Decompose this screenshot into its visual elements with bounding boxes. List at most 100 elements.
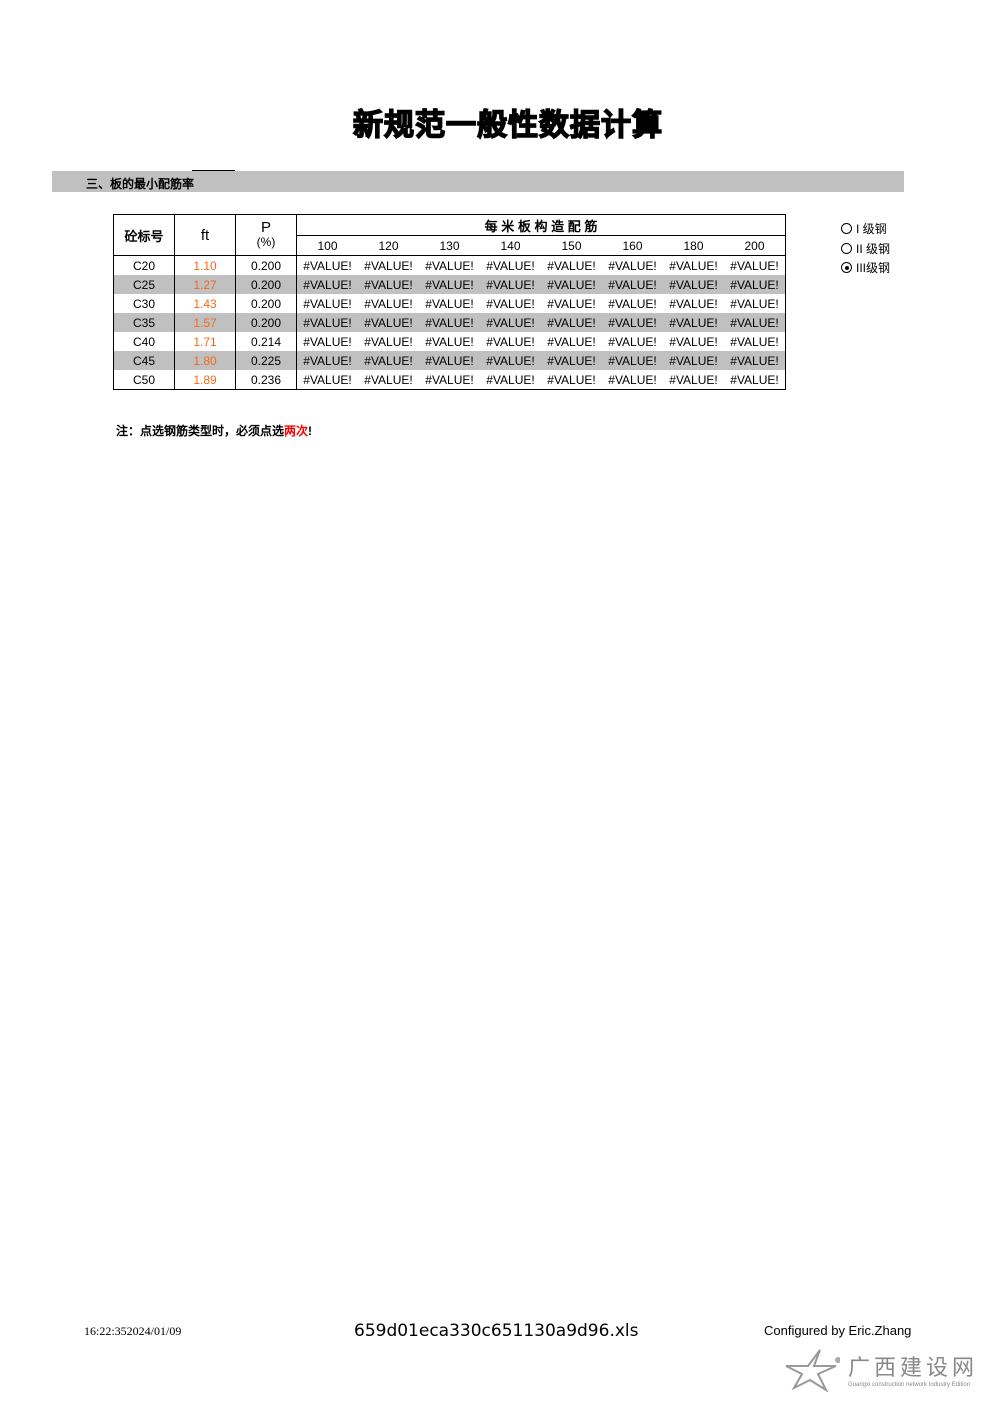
value-cell: #VALUE! [602, 275, 663, 294]
header-ft: ft [174, 214, 236, 256]
table-row: C25 1.27 0.200 #VALUE! #VALUE! #VALUE! #VALUE!… [113, 275, 786, 294]
ft-cell: 1.10 [174, 255, 236, 275]
value-cell: #VALUE! [541, 275, 602, 294]
value-cell: #VALUE! [425, 258, 474, 273]
ft-cell: 1.57 [174, 313, 236, 332]
value-cell: #VALUE! [486, 296, 535, 311]
value-cell: #VALUE! [724, 255, 786, 275]
note-text: 注：点选钢筋类型时，必须点选 [116, 424, 285, 438]
value-cell: #VALUE! [419, 313, 480, 332]
section-title: 三、板的最小配筋率 [86, 177, 195, 191]
timestamp: 16:22:352024/01/09 [84, 1324, 182, 1338]
p-cell: 0.200 [235, 275, 297, 294]
p-cell: 0.225 [235, 351, 297, 370]
value-cell: #VALUE! [296, 332, 358, 351]
header-spacing: 200 [724, 235, 786, 256]
radio-icon[interactable] [841, 262, 852, 273]
value-cell: #VALUE! [358, 313, 419, 332]
table-row: C45 1.80 0.225 #VALUE! #VALUE! #VALUE! #VALUE!… [113, 351, 786, 370]
value-cell: #VALUE! [480, 351, 541, 370]
note-suffix: ! [308, 424, 313, 438]
reinforcement-table: 砼标号 ft P (%) 每 米 板 构 造 配 筋 100 120 130 140 15… [113, 214, 786, 390]
table-row: C50 1.89 0.236 #VALUE! #VALUE! #VALUE! #VALUE!… [113, 370, 786, 390]
value-cell: #VALUE! [663, 275, 724, 294]
value-cell: #VALUE! [296, 351, 358, 370]
header-spacing: 120 [358, 235, 419, 256]
logo-name: 广西建设网 [848, 1356, 979, 1381]
p-cell: 0.200 [235, 313, 297, 332]
note-highlight: 两次 [284, 424, 309, 438]
ft-cell: 1.80 [174, 351, 236, 370]
steel-radio-option[interactable]: III级钢 [841, 259, 890, 276]
value-cell: #VALUE! [669, 258, 718, 273]
section-header: 三、板的最小配筋率 [52, 171, 904, 192]
value-cell: #VALUE! [724, 351, 786, 370]
value-cell: #VALUE! [296, 313, 358, 332]
value-cell: #VALUE! [425, 296, 474, 311]
credit: Configured by Eric.Zhang [764, 1323, 912, 1338]
header-spacing: 150 [541, 235, 602, 256]
value-cell: #VALUE! [608, 258, 657, 273]
header-grade: 砼标号 [113, 214, 175, 256]
p-cell: 0.200 [235, 255, 297, 275]
star-logo-icon [785, 1349, 840, 1392]
value-cell: #VALUE! [669, 334, 718, 349]
radio-label: III级钢 [856, 261, 891, 275]
grade-cell: C30 [113, 294, 175, 313]
value-cell: #VALUE! [602, 351, 663, 370]
grade-cell: C25 [113, 275, 175, 294]
value-cell: #VALUE! [547, 258, 596, 273]
grade-cell: C40 [113, 332, 175, 351]
value-cell: #VALUE! [724, 332, 786, 351]
value-cell: #VALUE! [419, 351, 480, 370]
header-group: 每 米 板 构 造 配 筋 [296, 214, 786, 236]
radio-label: I 级钢 [856, 222, 887, 236]
value-cell: #VALUE! [663, 313, 724, 332]
header-spacing: 100 [296, 235, 358, 256]
radio-icon[interactable] [841, 223, 852, 234]
value-cell: #VALUE! [296, 255, 358, 275]
value-cell: #VALUE! [724, 294, 786, 313]
value-cell: #VALUE! [669, 372, 718, 387]
value-cell: #VALUE! [425, 372, 474, 387]
table-row: C40 1.71 0.214 #VALUE! #VALUE! #VALUE! #VALUE!… [113, 332, 786, 351]
value-cell: #VALUE! [480, 275, 541, 294]
steel-radio-option[interactable]: I 级钢 [841, 220, 887, 237]
p-cell: 0.214 [235, 332, 297, 351]
value-cell: #VALUE! [358, 275, 419, 294]
value-cell: #VALUE! [663, 351, 724, 370]
table-row: C20 1.10 0.200 #VALUE! #VALUE! #VALUE! #VALUE!… [113, 255, 786, 275]
steel-radio-option[interactable]: II 级钢 [841, 240, 890, 257]
value-cell: #VALUE! [724, 275, 786, 294]
header-spacing: 130 [419, 235, 480, 256]
ft-cell: 1.27 [174, 275, 236, 294]
header-p-unit: (%) [256, 235, 276, 249]
value-cell: #VALUE! [608, 372, 657, 387]
grade-cell: C35 [113, 313, 175, 332]
table-row: C35 1.57 0.200 #VALUE! #VALUE! #VALUE! #VALUE!… [113, 313, 786, 332]
note: 注：点选钢筋类型时，必须点选两次! [116, 422, 312, 439]
value-cell: #VALUE! [547, 372, 596, 387]
value-cell: #VALUE! [724, 313, 786, 332]
value-cell: #VALUE! [486, 372, 535, 387]
header-spacing: 160 [602, 235, 663, 256]
value-cell: #VALUE! [296, 294, 358, 313]
header-spacing: 180 [663, 235, 724, 256]
radio-icon[interactable] [841, 242, 852, 254]
value-cell: #VALUE! [547, 334, 596, 349]
logo: 广西建设网 Guangxi construction network Indus… [784, 1348, 984, 1393]
ft-cell: 1.89 [174, 370, 236, 390]
grade-cell: C45 [113, 351, 175, 370]
grade-cell: C20 [113, 255, 175, 275]
value-cell: #VALUE! [541, 313, 602, 332]
header-spacing: 140 [480, 235, 541, 256]
value-cell: #VALUE! [608, 334, 657, 349]
value-cell: #VALUE! [602, 313, 663, 332]
value-cell: #VALUE! [486, 334, 535, 349]
header-p-label: P [260, 219, 271, 236]
value-cell: #VALUE! [364, 296, 413, 311]
value-cell: #VALUE! [480, 313, 541, 332]
p-cell: 0.200 [235, 294, 297, 313]
value-cell: #VALUE! [724, 370, 786, 390]
